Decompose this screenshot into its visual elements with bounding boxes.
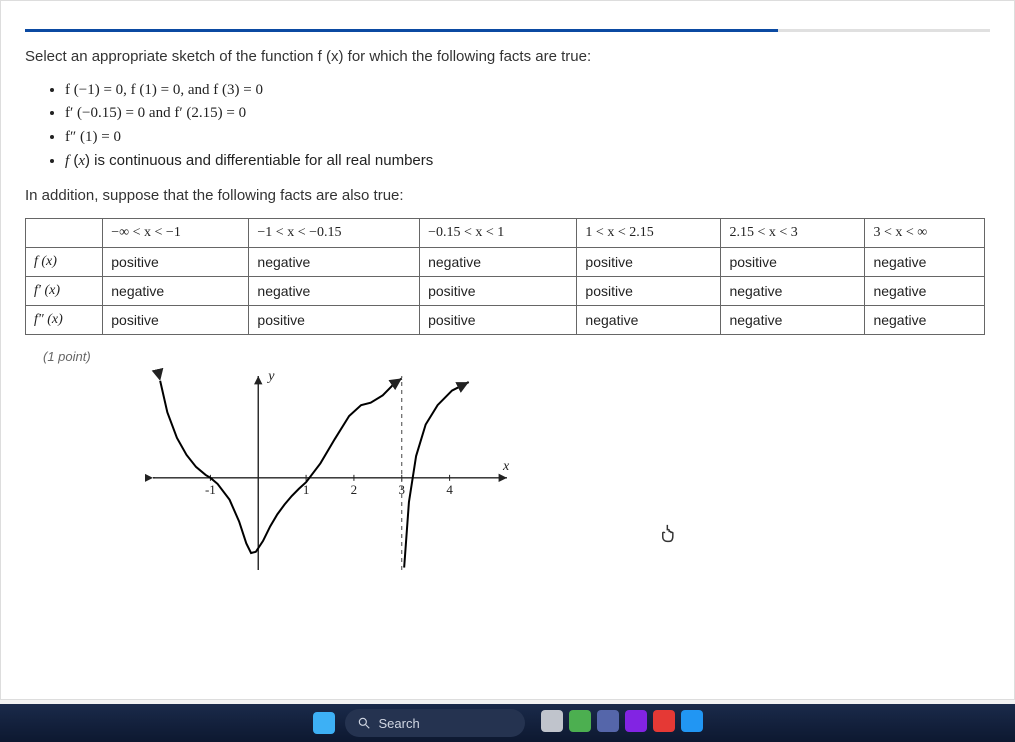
progress-fill (25, 29, 778, 32)
table-cell: negative (865, 306, 985, 335)
table-row: f′ (x)negativenegativepositivepositivene… (26, 277, 985, 306)
table-cell: negative (420, 248, 577, 277)
table-row: f″ (x)positivepositivepositivenegativene… (26, 306, 985, 335)
graph-option[interactable]: -11234yx (145, 368, 515, 583)
svg-text:2: 2 (351, 482, 358, 497)
row-label: f″ (x) (26, 306, 103, 335)
table-header-cell: 3 < x < ∞ (865, 219, 985, 248)
search-placeholder: Search (379, 716, 420, 731)
table-header-cell: −0.15 < x < 1 (420, 219, 577, 248)
points-label: (1 point) (43, 349, 990, 364)
windows-icon[interactable] (313, 712, 335, 734)
intro2-text: In addition, suppose that the following … (25, 187, 990, 204)
row-label: f′ (x) (26, 277, 103, 306)
app-icon-3[interactable] (597, 710, 619, 732)
fact-item: f (x) is continuous and differentiable f… (65, 149, 990, 173)
table-cell: positive (420, 306, 577, 335)
facts-list: f (−1) = 0, f (1) = 0, and f (3) = 0f′ (… (65, 79, 990, 173)
table-cell: negative (865, 248, 985, 277)
table-cell: negative (249, 248, 420, 277)
table-cell: positive (577, 277, 721, 306)
table-header-cell: 2.15 < x < 3 (721, 219, 865, 248)
table-header-cell (26, 219, 103, 248)
app-icon-5[interactable] (653, 710, 675, 732)
svg-text:x: x (502, 459, 510, 474)
taskbar-icons-slot (535, 710, 703, 737)
cursor-icon (660, 523, 682, 550)
svg-text:4: 4 (446, 482, 453, 497)
fact-item: f″ (1) = 0 (65, 126, 990, 149)
table-cell: negative (249, 277, 420, 306)
fact-item: f (−1) = 0, f (1) = 0, and f (3) = 0 (65, 79, 990, 102)
fact-item: f′ (−0.15) = 0 and f′ (2.15) = 0 (65, 102, 990, 125)
table-cell: positive (721, 248, 865, 277)
table-cell: positive (420, 277, 577, 306)
app-icon-4[interactable] (625, 710, 647, 732)
table-cell: positive (577, 248, 721, 277)
svg-text:y: y (266, 369, 275, 384)
table-header-row: −∞ < x < −1−1 < x < −0.15−0.15 < x < 11 … (26, 219, 985, 248)
table-header-cell: −1 < x < −0.15 (249, 219, 420, 248)
sign-table: −∞ < x < −1−1 < x < −0.15−0.15 < x < 11 … (25, 218, 985, 335)
question-text: Select an appropriate sketch of the func… (25, 48, 990, 65)
taskbar-search[interactable]: Search (345, 709, 525, 737)
taskbar: Search (0, 704, 1015, 742)
svg-text:-1: -1 (205, 482, 216, 497)
table-row: f (x)positivenegativenegativepositivepos… (26, 248, 985, 277)
app-icon-6[interactable] (681, 710, 703, 732)
app-icon-2[interactable] (569, 710, 591, 732)
table-cell: negative (865, 277, 985, 306)
search-icon (357, 716, 371, 730)
table-cell: positive (103, 306, 249, 335)
progress-bar (25, 29, 990, 32)
graph-svg: -11234yx (145, 368, 515, 578)
table-header-cell: 1 < x < 2.15 (577, 219, 721, 248)
table-header-cell: −∞ < x < −1 (103, 219, 249, 248)
table-cell: negative (721, 306, 865, 335)
table-cell: positive (249, 306, 420, 335)
row-label: f (x) (26, 248, 103, 277)
table-cell: negative (721, 277, 865, 306)
table-cell: negative (103, 277, 249, 306)
table-body: f (x)positivenegativenegativepositivepos… (26, 248, 985, 335)
table-cell: positive (103, 248, 249, 277)
question-page: Select an appropriate sketch of the func… (0, 0, 1015, 700)
table-cell: negative (577, 306, 721, 335)
app-icon-1[interactable] (541, 710, 563, 732)
